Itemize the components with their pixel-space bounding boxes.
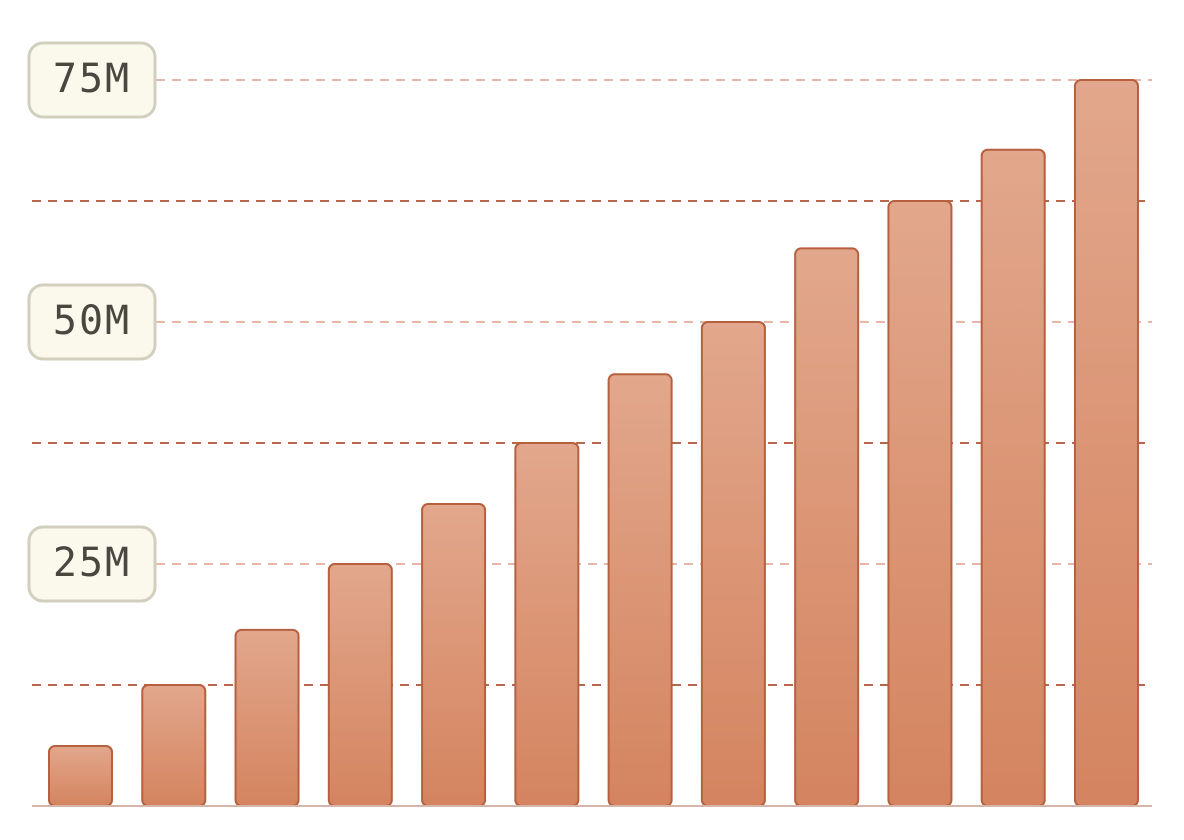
y-tick-box [27, 525, 157, 603]
bar [607, 373, 673, 807]
bar [141, 684, 207, 807]
bars [48, 79, 1139, 808]
bar [1073, 79, 1139, 807]
y-tick-label: 75M [53, 56, 131, 102]
bar [327, 563, 393, 807]
y-tick-box [27, 283, 157, 361]
bar [514, 442, 580, 807]
bar [48, 744, 113, 808]
minor-gridlines [32, 200, 1152, 686]
bar [794, 247, 860, 807]
y-tick-label-box: 50M [27, 283, 157, 361]
y-tick-box [27, 41, 157, 119]
y-tick-label-box: 75M [27, 41, 157, 119]
bar [887, 200, 953, 807]
bar [234, 628, 300, 807]
bar [980, 148, 1046, 808]
bar [700, 321, 766, 807]
y-tick-label: 50M [53, 298, 131, 344]
y-tick-label-box: 25M [27, 525, 157, 603]
bar [421, 502, 487, 807]
y-axis-tick-labels: 25M 50M 75M [27, 41, 157, 603]
y-tick-label: 25M [53, 540, 131, 586]
